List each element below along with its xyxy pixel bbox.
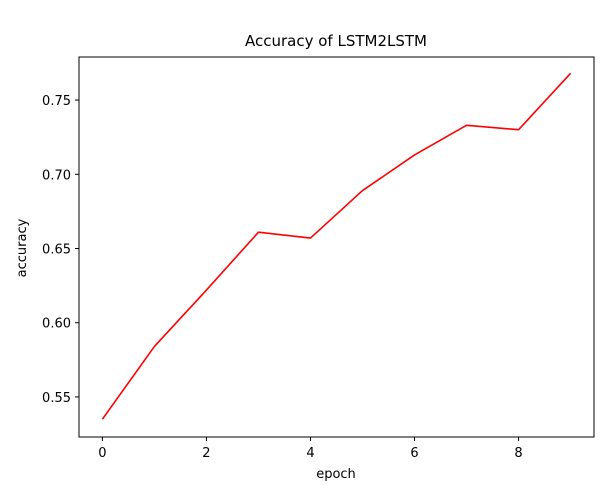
y-tick-label: 0.65 xyxy=(42,242,71,257)
y-tick-label: 0.75 xyxy=(42,94,71,109)
series-line xyxy=(101,72,572,420)
y-axis-label: accuracy xyxy=(15,218,30,277)
y-tick-label: 0.70 xyxy=(42,168,71,183)
x-tick-label: 6 xyxy=(410,446,418,461)
x-axis: 0 2 4 6 8 xyxy=(98,437,523,461)
x-tick-label: 4 xyxy=(306,446,314,461)
y-tick-label: 0.60 xyxy=(42,317,71,332)
plot-frame xyxy=(78,56,595,438)
x-tick-label: 8 xyxy=(514,446,522,461)
x-tick-label: 2 xyxy=(202,446,210,461)
x-tick-label: 0 xyxy=(98,446,106,461)
y-axis: 0.55 0.60 0.65 0.70 0.75 xyxy=(42,94,79,406)
x-axis-label: epoch xyxy=(316,467,356,482)
chart-title: Accuracy of LSTM2LSTM xyxy=(245,32,427,50)
y-tick-label: 0.55 xyxy=(42,391,71,406)
plot-area xyxy=(101,72,572,420)
